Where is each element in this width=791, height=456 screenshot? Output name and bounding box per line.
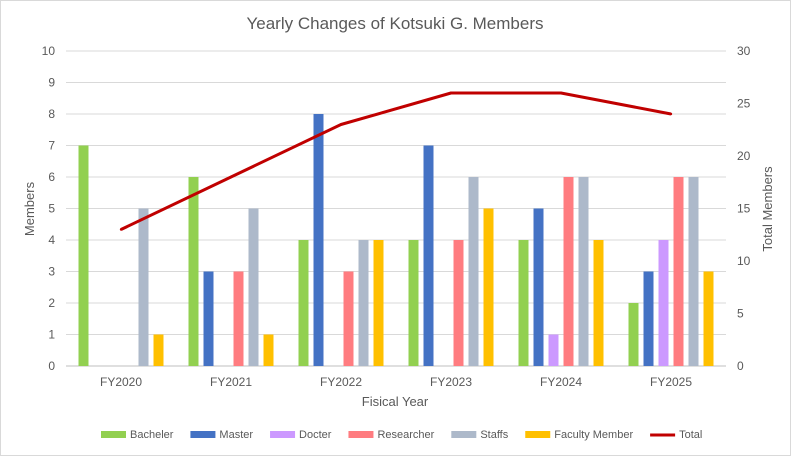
legend-swatch: [190, 431, 216, 438]
bar-bacheler: [78, 145, 89, 366]
y2-tick-label: 20: [737, 149, 751, 163]
total-line: [120, 91, 672, 231]
x-tick-label: FY2020: [100, 375, 142, 389]
y-tick-label: 5: [48, 202, 55, 216]
total-point: [449, 91, 453, 95]
bar-master: [203, 271, 214, 366]
y2-axis-label: Total Members: [760, 166, 775, 252]
x-tick-label: FY2024: [540, 375, 582, 389]
y2-tick-label: 0: [737, 359, 744, 373]
y-tick-label: 10: [42, 44, 56, 58]
y-tick-label: 0: [48, 359, 55, 373]
y-tick-label: 2: [48, 296, 55, 310]
total-point: [119, 228, 123, 231]
tick-labels: 0 1 2 3 4 5 6 7 8 9 10 0 5 10 15 20 25 30 FY2020 FY2021 FY20…: [42, 44, 751, 389]
bar-bacheler: [628, 303, 639, 366]
x-axis-label: Fisical Year: [362, 394, 429, 409]
legend-label: Docter: [299, 429, 332, 441]
bar-staffs: [578, 177, 589, 366]
bar-researcher: [453, 240, 464, 366]
bar-master: [423, 145, 434, 366]
y2-tick-label: 30: [737, 44, 751, 58]
bar-faculty-member: [263, 334, 274, 366]
total-point: [559, 91, 563, 95]
bar-docter: [658, 240, 669, 366]
bar-staffs: [138, 208, 149, 366]
bar-master: [533, 208, 544, 366]
legend-swatch: [101, 431, 126, 438]
legend-label: Master: [219, 429, 253, 441]
bar-researcher: [343, 271, 354, 366]
bar-master: [313, 114, 324, 366]
bar-bacheler: [518, 240, 529, 366]
y-tick-label: 8: [48, 107, 55, 121]
x-tick-label: FY2023: [430, 375, 472, 389]
y2-tick-label: 25: [737, 97, 751, 111]
bar-bacheler: [408, 240, 419, 366]
total-point: [669, 112, 673, 116]
bar-bacheler: [298, 240, 309, 366]
y-axis-label: Members: [22, 181, 37, 236]
bar-faculty-member: [593, 240, 604, 366]
bar-staffs: [688, 177, 699, 366]
total-point: [339, 123, 343, 126]
legend-label: Researcher: [377, 429, 434, 441]
y-tick-label: 7: [48, 139, 55, 153]
bar-faculty-member: [153, 334, 164, 366]
bar-staffs: [358, 240, 369, 366]
bar-master: [643, 271, 654, 366]
y2-tick-label: 15: [737, 202, 751, 216]
x-tick-label: FY2022: [320, 375, 362, 389]
bar-researcher: [233, 271, 244, 366]
chart-title: Yearly Changes of Kotsuki G. Members: [246, 14, 543, 33]
y-tick-label: 3: [48, 265, 55, 279]
bar-faculty-member: [483, 208, 494, 366]
bar-staffs: [468, 177, 479, 366]
gridlines: [66, 50, 726, 367]
bar-bacheler: [188, 177, 199, 366]
y-tick-label: 1: [48, 328, 55, 342]
x-tick-label: FY2021: [210, 375, 252, 389]
legend: Bacheler Master Docter Researcher Staffs Facu…: [101, 429, 702, 441]
legend-swatch: [525, 431, 551, 438]
total-line-group: [119, 91, 673, 231]
bar-researcher: [563, 177, 574, 366]
legend-swatch: [348, 431, 374, 438]
y-tick-label: 6: [48, 170, 55, 184]
legend-label: Bacheler: [130, 429, 174, 441]
y-tick-label: 9: [48, 76, 55, 90]
y2-tick-label: 10: [737, 254, 751, 268]
legend-label: Staffs: [480, 429, 508, 441]
total-point: [229, 175, 233, 179]
legend-swatch: [270, 431, 296, 438]
legend-label: Faculty Member: [554, 429, 633, 441]
y2-tick-label: 5: [737, 307, 744, 321]
x-tick-label: FY2025: [650, 375, 692, 389]
bar-series-group: [78, 114, 714, 366]
bar-faculty-member: [373, 240, 384, 366]
legend-swatch: [451, 431, 477, 438]
legend-label: Total: [679, 429, 702, 441]
y-tick-label: 4: [48, 233, 55, 247]
bar-staffs: [248, 208, 259, 366]
bar-faculty-member: [703, 271, 714, 366]
bar-researcher: [673, 177, 684, 366]
bar-docter: [548, 334, 559, 366]
